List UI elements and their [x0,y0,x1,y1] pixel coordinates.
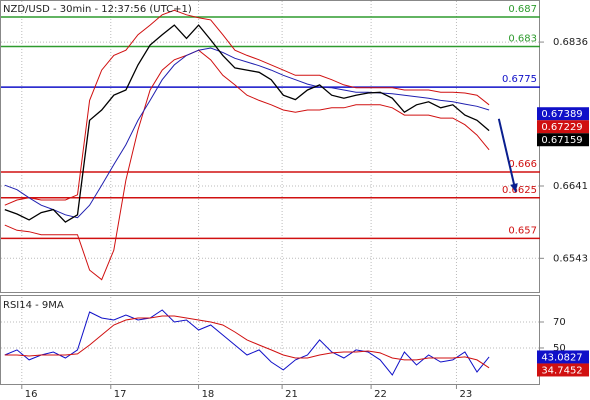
value-tag-label: 43.0827 [541,352,582,363]
y-tick-label: 0.6836 [553,37,588,48]
value-tag [537,350,589,364]
value-tag [537,107,589,121]
y-tick-label: 0.6641 [553,181,588,192]
x-tick-label: 18 [202,389,215,400]
level-label: 0.666 [508,159,537,170]
y-tick-label: 50 [553,343,566,354]
series-line [4,309,490,376]
projection-arrow [497,118,517,193]
level-label: 0.6625 [502,185,537,196]
rsi-panel-frame [0,295,540,385]
value-tag [537,120,589,134]
panel-title: RSI14 - 9MA [3,300,64,311]
value-tag [537,363,589,377]
series-line [4,47,490,219]
panel-title: NZD/USD - 30min - 12:37:56 (UTC+1) [3,4,192,15]
x-tick-label: 21 [285,389,298,400]
series-line [4,315,490,369]
level-label: 0.657 [508,225,537,236]
x-tick-label: 23 [459,389,472,400]
value-tag-label: 0.67159 [541,135,582,146]
value-tag-label: 0.67229 [541,122,582,133]
arrow-head [510,183,518,192]
value-tag-label: 0.67389 [541,109,582,120]
y-tick-label: 0.6543 [553,253,588,264]
value-tag [537,133,589,147]
x-tick-label: 22 [374,389,387,400]
series-line [4,24,490,223]
series-line [4,9,490,206]
level-label: 0.683 [508,33,537,44]
price-panel-frame [0,0,540,293]
y-tick-label: 70 [553,317,566,328]
level-label: 0.6775 [502,74,537,85]
value-tag-label: 34.7452 [541,365,582,376]
x-tick-label: 17 [114,389,127,400]
x-tick-label: 16 [25,389,38,400]
level-label: 0.687 [508,4,537,15]
series-line [4,49,490,281]
